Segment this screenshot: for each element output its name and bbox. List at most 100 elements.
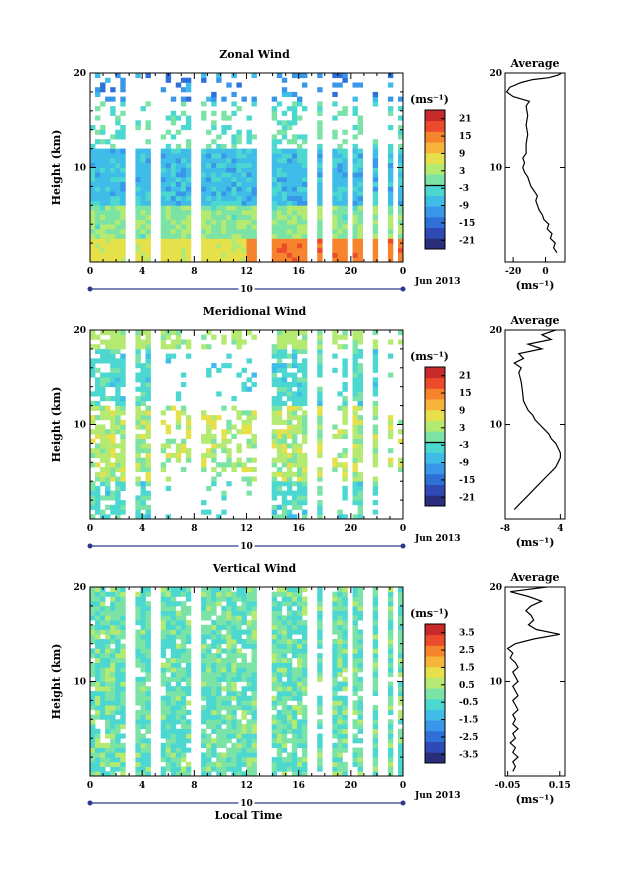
heatmap-cell — [140, 200, 146, 206]
heatmap-cell — [135, 247, 141, 253]
heatmap-cell — [286, 330, 293, 336]
heatmap-cell — [100, 139, 106, 145]
heatmap-cell — [281, 624, 288, 630]
colorbar-swatch — [425, 110, 445, 122]
heatmap-cell — [206, 653, 212, 659]
heatmap-cell — [135, 462, 141, 468]
heatmap-cell — [120, 358, 126, 364]
heatmap-cell — [297, 143, 303, 149]
heatmap-cell — [276, 709, 283, 715]
heatmap-cell — [120, 167, 126, 173]
heatmap-cell — [286, 452, 293, 458]
heatmap-cell — [135, 214, 141, 220]
heatmap-cell — [271, 610, 278, 616]
heatmap-cell — [271, 620, 278, 626]
heatmap-cell — [281, 766, 288, 772]
heatmap-cell — [180, 167, 187, 173]
heatmap-cell — [372, 386, 379, 392]
heatmap-cell — [231, 424, 237, 430]
heatmap-cell — [398, 714, 404, 720]
heatmap-cell — [342, 210, 348, 216]
heatmap-cell — [115, 243, 121, 249]
heatmap-cell — [105, 429, 111, 435]
heatmap-cell — [115, 728, 121, 734]
heatmap-cell — [170, 761, 177, 767]
heatmap-cell — [226, 195, 232, 201]
heatmap-cell — [135, 339, 141, 345]
heatmap-cell — [302, 601, 308, 607]
heatmap-cell — [281, 733, 288, 739]
heatmap-cell — [372, 724, 379, 730]
heatmap-cell — [372, 367, 379, 373]
heatmap-cell — [387, 691, 394, 697]
heatmap-cell — [170, 247, 177, 253]
heatmap-cell — [211, 433, 217, 439]
heatmap-cell — [302, 139, 308, 145]
heatmap-cell — [297, 134, 303, 140]
colorbar-swatch — [425, 709, 445, 721]
heatmap-cell — [276, 610, 283, 616]
heatmap-cell — [140, 443, 146, 449]
heatmap-cell — [342, 257, 348, 263]
colorbar-tick-label: -3 — [459, 184, 469, 194]
heatmap-cell — [297, 391, 303, 397]
heatmap-cell — [201, 101, 207, 107]
heatmap-cell — [236, 429, 242, 435]
heatmap-cell — [387, 195, 394, 201]
heatmap-cell — [357, 587, 363, 593]
heatmap-cell — [120, 205, 126, 211]
heatmap-cell — [291, 158, 298, 164]
heatmap-cell — [216, 252, 222, 258]
heatmap-cell — [231, 167, 237, 173]
heatmap-cell — [241, 339, 247, 345]
heatmap-cell — [201, 667, 207, 673]
heatmap-cell — [251, 610, 257, 616]
heatmap-cell — [140, 733, 146, 739]
heatmap-cell — [221, 752, 227, 758]
heatmap-cell — [145, 200, 151, 206]
heatmap-cell — [231, 176, 237, 182]
heatmap-cell — [115, 205, 121, 211]
heatmap-cell — [281, 391, 288, 397]
heatmap-cell — [387, 686, 394, 692]
heatmap-cell — [281, 247, 288, 253]
heatmap-cell — [206, 96, 212, 102]
heatmap-cell — [105, 476, 111, 482]
heatmap-cell — [170, 738, 177, 744]
heatmap-cell — [95, 672, 101, 678]
heatmap-cell — [317, 490, 323, 496]
heatmap-cell — [342, 410, 348, 416]
heatmap-cell — [95, 667, 101, 673]
heatmap-cell — [337, 405, 343, 411]
heatmap-cell — [231, 742, 237, 748]
heatmap-cell — [291, 167, 298, 173]
heatmap-cell — [241, 148, 247, 154]
y-tick-label: 20 — [73, 583, 86, 593]
heatmap-cell — [286, 462, 293, 468]
heatmap-cell — [317, 415, 323, 421]
heatmap-cell — [337, 705, 343, 711]
heatmap-cell — [246, 757, 252, 763]
heatmap-cell — [140, 681, 146, 687]
heatmap-cell — [221, 657, 227, 663]
colorbar-swatch — [425, 624, 445, 636]
heatmap-cell — [342, 181, 348, 187]
heatmap-cell — [120, 214, 126, 220]
heatmap-cell — [352, 424, 358, 430]
heatmap-cell — [337, 601, 343, 607]
heatmap-cell — [115, 344, 121, 350]
heatmap-cell — [165, 705, 172, 711]
heatmap-cell — [271, 490, 278, 496]
heatmap-cell — [135, 330, 141, 336]
heatmap-cell — [297, 172, 303, 178]
heatmap-cell — [302, 191, 308, 197]
heatmap-cell — [337, 695, 343, 701]
heatmap-cell — [317, 504, 323, 510]
heatmap-cell — [236, 106, 242, 112]
heatmap-cell — [281, 705, 288, 711]
heatmap-cell — [226, 724, 232, 730]
heatmap-cell — [100, 747, 106, 753]
heatmap-cell — [251, 176, 257, 182]
heatmap-cell — [110, 158, 116, 164]
heatmap-cell — [357, 363, 363, 369]
